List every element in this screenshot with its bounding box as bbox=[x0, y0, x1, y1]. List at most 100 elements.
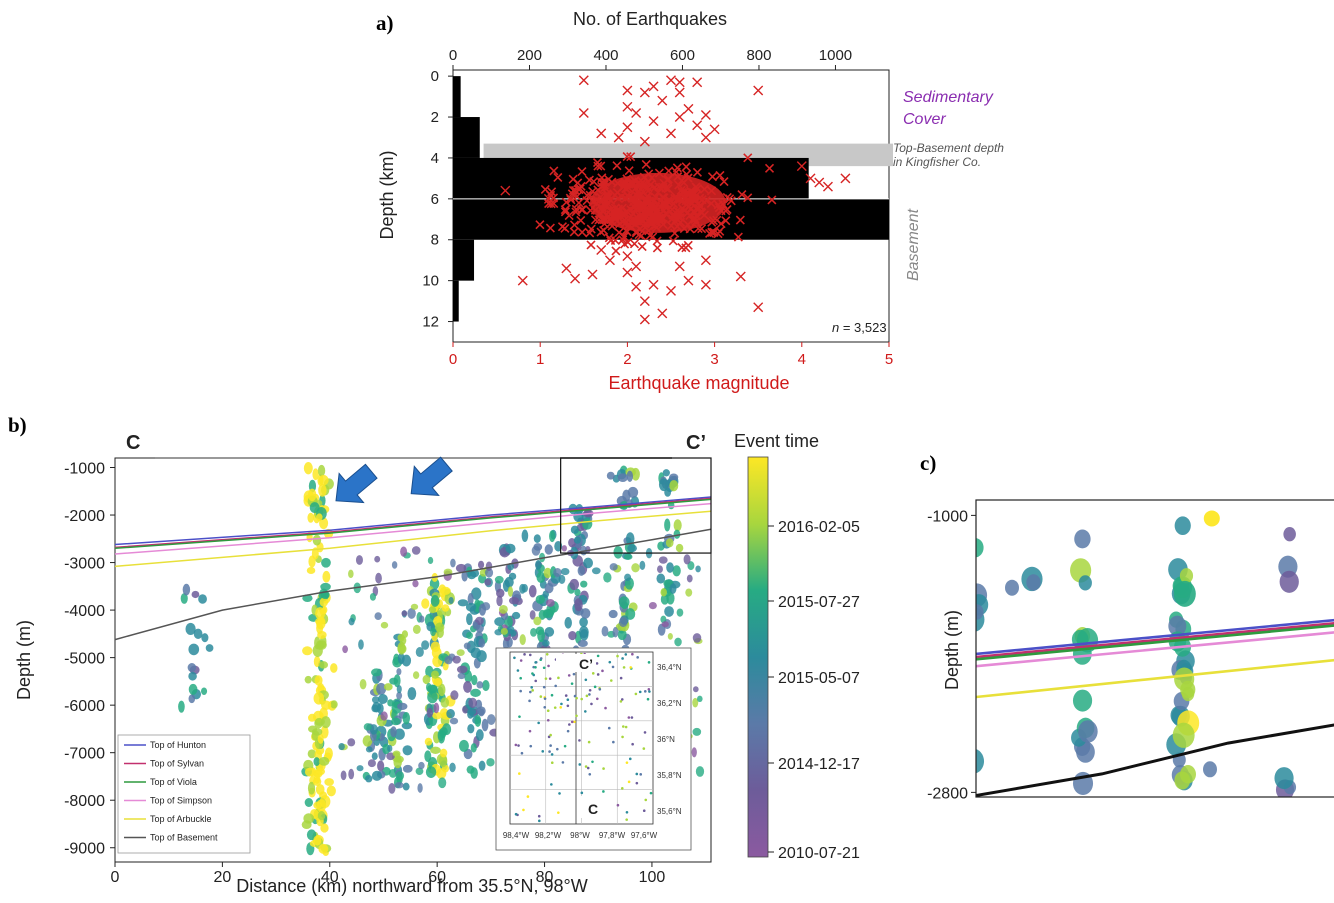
event-point bbox=[444, 655, 453, 665]
inset-event-dot bbox=[523, 653, 526, 656]
event-point bbox=[363, 723, 372, 731]
histogram-bar bbox=[453, 280, 459, 322]
event-point bbox=[309, 502, 320, 513]
inset-event-dot bbox=[528, 653, 532, 657]
earthquake-marker bbox=[639, 314, 650, 325]
event-point bbox=[484, 568, 494, 578]
event-point bbox=[407, 687, 417, 700]
n-count-label: n = 3,523 bbox=[832, 320, 887, 335]
earthquake-marker bbox=[648, 81, 659, 92]
event-point bbox=[564, 617, 572, 629]
inset-event-dot bbox=[628, 757, 632, 761]
event-point bbox=[468, 697, 478, 709]
event-point bbox=[407, 608, 416, 619]
event-point bbox=[397, 641, 406, 655]
inset-event-dot bbox=[531, 672, 534, 675]
event-point bbox=[187, 663, 197, 673]
colorbar-tick-label: 2016-02-05 bbox=[778, 519, 860, 536]
event-point bbox=[340, 770, 347, 781]
earthquake-marker bbox=[567, 189, 577, 199]
event-point bbox=[452, 655, 461, 664]
earthquake-marker bbox=[735, 271, 746, 282]
earthquake-marker bbox=[648, 116, 659, 127]
depth-tick-label: -1000 bbox=[64, 461, 105, 478]
depth-tick-label: -2800 bbox=[927, 785, 968, 802]
event-point bbox=[685, 588, 693, 597]
event-point bbox=[976, 749, 985, 774]
event-point bbox=[471, 674, 478, 686]
event-point bbox=[463, 680, 472, 693]
inset-event-dot bbox=[547, 735, 551, 739]
inset-event-dot bbox=[580, 791, 584, 795]
earthquake-marker bbox=[582, 190, 592, 200]
event-point bbox=[665, 538, 674, 548]
event-point bbox=[505, 543, 516, 554]
earthquake-marker bbox=[753, 302, 764, 313]
inset-c-prime-label: C’ bbox=[579, 656, 593, 672]
horizon-line bbox=[114, 497, 712, 549]
inset-event-dot bbox=[635, 781, 639, 785]
depth-axis-tick-label: 2 bbox=[431, 109, 439, 126]
horizon-line bbox=[976, 723, 1334, 797]
inset-event-dot bbox=[560, 702, 563, 706]
earthquake-marker bbox=[683, 103, 694, 114]
horizon-line bbox=[976, 631, 1334, 668]
distance-tick-label: 0 bbox=[111, 869, 120, 886]
bottom-axis-tick-label: 1 bbox=[536, 351, 544, 368]
event-point bbox=[535, 594, 545, 604]
inset-event-dot bbox=[590, 702, 593, 706]
event-point bbox=[355, 555, 363, 565]
inset-label-bg bbox=[556, 654, 596, 672]
cover-label: Cover bbox=[903, 111, 946, 128]
blue-arrow bbox=[335, 463, 378, 504]
inset-event-dot bbox=[619, 700, 623, 703]
event-point bbox=[537, 629, 546, 642]
event-point bbox=[478, 708, 485, 717]
event-point bbox=[365, 774, 373, 783]
inset-lat-label: 36,4°N bbox=[657, 663, 682, 672]
event-point bbox=[467, 593, 474, 606]
earthquake-marker bbox=[692, 120, 703, 131]
inset-event-dot bbox=[619, 676, 623, 680]
event-point bbox=[486, 758, 495, 767]
event-point bbox=[500, 628, 508, 635]
inset-event-dot bbox=[526, 795, 530, 798]
event-point bbox=[574, 598, 583, 612]
inset-event-dot bbox=[649, 791, 653, 795]
earthquake-marker bbox=[553, 172, 563, 183]
panel-a-y-axis-title: Depth (km) bbox=[377, 150, 397, 239]
event-point bbox=[582, 518, 593, 530]
event-point bbox=[430, 627, 436, 637]
histogram-bar bbox=[453, 239, 475, 281]
inset-event-dot bbox=[625, 761, 629, 764]
inset-event-dot bbox=[522, 808, 525, 812]
bottom-axis-tick-label: 4 bbox=[798, 351, 806, 368]
panel-a-top-axis-title: No. of Earthquakes bbox=[573, 9, 727, 29]
event-point bbox=[201, 687, 208, 696]
inset-event-dot bbox=[636, 656, 639, 659]
inset-lat-label: 35,6°N bbox=[657, 807, 682, 816]
earthquake-marker bbox=[596, 161, 606, 171]
top-axis-tick-label: 0 bbox=[449, 47, 457, 64]
event-point bbox=[338, 742, 345, 751]
event-point bbox=[424, 737, 433, 746]
legend-label: Top of Arbuckle bbox=[150, 814, 212, 824]
event-point bbox=[441, 604, 450, 612]
horizon-line bbox=[114, 502, 712, 555]
event-point bbox=[470, 688, 481, 697]
event-point bbox=[391, 561, 398, 569]
event-point bbox=[450, 558, 456, 568]
event-point bbox=[545, 599, 555, 607]
event-point bbox=[421, 640, 430, 650]
distance-tick-label: 80 bbox=[536, 869, 554, 886]
earthquake-marker bbox=[569, 220, 580, 230]
event-point bbox=[529, 610, 536, 620]
event-point bbox=[528, 585, 537, 598]
earthquake-marker bbox=[597, 173, 607, 183]
inset-event-dot bbox=[643, 690, 647, 693]
inset-event-dot bbox=[558, 792, 561, 795]
panel-b-chart: C C’ 0 20 40 60 80 100 -1000 -2000 -3000 -4000 -5… bbox=[14, 432, 712, 896]
panel-b-y-axis-title: Depth (m) bbox=[14, 620, 34, 700]
inset-event-dot bbox=[620, 698, 624, 701]
